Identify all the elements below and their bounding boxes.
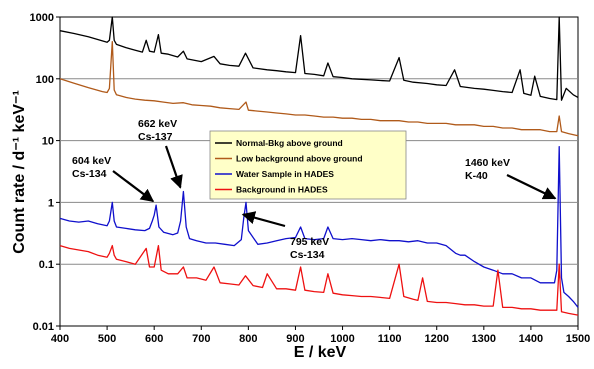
series-layer (59, 16, 579, 316)
legend-label: Water Sample in HADES (236, 169, 334, 179)
annotation-arrow (164, 145, 183, 189)
annotation-label: Cs-134 (72, 168, 107, 180)
y-tick-label: 10 (42, 136, 54, 148)
x-axis-title: E / keV (294, 344, 347, 361)
legend-label: Normal-Bkg above ground (236, 138, 343, 148)
annotation-label: K-40 (465, 170, 488, 182)
x-tick-label: 1300 (472, 333, 496, 345)
y-tick-label: 0.1 (39, 259, 54, 271)
legend: Normal-Bkg above ground Low background ab… (209, 130, 407, 200)
x-tick-label: 900 (286, 333, 304, 345)
annotation-arrow (506, 174, 557, 200)
x-tick-label: 1100 (378, 333, 402, 345)
x-axis: 400 500 600 700 800 900 1000 1100 1200 1300 1400 15… (51, 326, 590, 345)
y-axis: 0.01 0.1 1 10 100 1000 (30, 12, 60, 333)
legend-label: Low background above ground (236, 154, 363, 164)
series-line-2 (59, 145, 579, 308)
x-tick-label: 1400 (519, 333, 543, 345)
x-tick-label: 500 (98, 333, 116, 345)
annotation-label: Cs-134 (290, 249, 325, 261)
y-tick-label: 100 (36, 74, 54, 86)
series-line-0 (59, 16, 579, 101)
legend-label: Background in HADES (236, 185, 328, 195)
x-tick-label: 1200 (424, 333, 448, 345)
annotation-label: 662 keV (138, 118, 177, 130)
annotation-arrow (241, 211, 286, 228)
x-tick-label: 1500 (566, 333, 590, 345)
y-tick-label: 1 (48, 197, 54, 209)
annotation-label: 604 keV (72, 155, 111, 167)
series-line-3 (59, 244, 579, 316)
series-line-1 (59, 40, 579, 137)
legend-box (209, 130, 407, 200)
y-axis-title: Count rate / d⁻¹ keV⁻¹ (11, 90, 28, 254)
x-tick-label: 800 (239, 333, 257, 345)
y-tick-label: 1000 (30, 12, 54, 24)
annotation-label: 1460 keV (465, 157, 510, 169)
annotation-label: Cs-137 (138, 131, 173, 143)
annotation-label: 795 keV (290, 236, 329, 248)
x-tick-label: 400 (51, 333, 69, 345)
x-tick-label: 1000 (330, 333, 354, 345)
annotation-arrow (112, 170, 155, 203)
x-tick-label: 600 (145, 333, 163, 345)
y-tick-label: 0.01 (33, 321, 54, 333)
x-tick-label: 700 (192, 333, 210, 345)
